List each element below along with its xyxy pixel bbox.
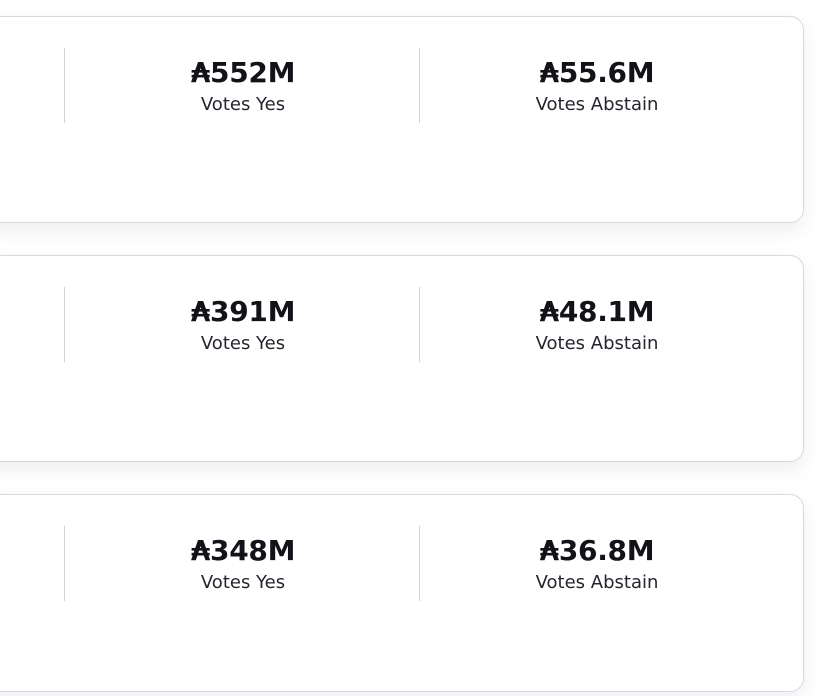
votes-abstain-stat: ₳36.8M Votes Abstain bbox=[447, 533, 747, 594]
votes-abstain-label: Votes Abstain bbox=[535, 333, 659, 354]
votes-yes-stat: ₳391M Votes Yes bbox=[93, 294, 393, 355]
votes-yes-amount: ₳348M bbox=[190, 534, 296, 567]
stat-divider bbox=[419, 526, 420, 601]
votes-abstain-amount: ₳48.1M bbox=[539, 295, 655, 328]
stat-divider bbox=[64, 526, 65, 601]
votes-yes-label: Votes Yes bbox=[200, 94, 286, 115]
votes-abstain-amount: ₳36.8M bbox=[539, 534, 655, 567]
stat-divider bbox=[64, 48, 65, 123]
proposal-card[interactable]: ₳348M Votes Yes ₳36.8M Votes Abstain bbox=[0, 494, 804, 692]
votes-yes-amount: ₳552M bbox=[190, 56, 296, 89]
votes-yes-amount: ₳391M bbox=[190, 295, 296, 328]
stat-divider bbox=[419, 287, 420, 362]
votes-yes-label: Votes Yes bbox=[200, 333, 286, 354]
votes-abstain-label: Votes Abstain bbox=[535, 572, 659, 593]
proposal-card[interactable]: ₳552M Votes Yes ₳55.6M Votes Abstain bbox=[0, 16, 804, 223]
votes-abstain-stat: ₳55.6M Votes Abstain bbox=[447, 55, 747, 116]
stat-divider bbox=[64, 287, 65, 362]
votes-abstain-label: Votes Abstain bbox=[535, 94, 659, 115]
votes-abstain-stat: ₳48.1M Votes Abstain bbox=[447, 294, 747, 355]
proposal-card[interactable]: ₳391M Votes Yes ₳48.1M Votes Abstain bbox=[0, 255, 804, 462]
votes-yes-stat: ₳552M Votes Yes bbox=[93, 55, 393, 116]
votes-yes-label: Votes Yes bbox=[200, 572, 286, 593]
votes-abstain-amount: ₳55.6M bbox=[539, 56, 655, 89]
stat-divider bbox=[419, 48, 420, 123]
votes-yes-stat: ₳348M Votes Yes bbox=[93, 533, 393, 594]
